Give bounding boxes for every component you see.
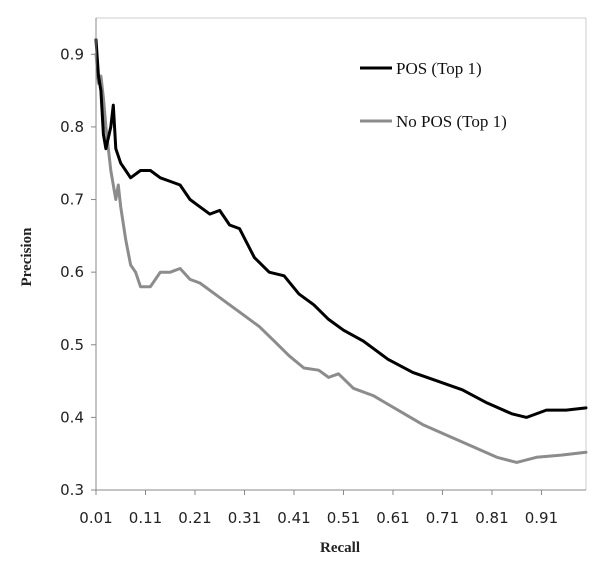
y-axis: 0.3 0.4 0.5 0.6 0.7 0.8 0.9 xyxy=(60,18,97,499)
y-tick-label: 0.7 xyxy=(60,191,84,209)
y-tick-label: 0.8 xyxy=(60,118,84,136)
x-tick-label: 0.61 xyxy=(376,509,409,527)
legend-label-pos-top-1: POS (Top 1) xyxy=(396,59,482,78)
x-tick-label: 0.01 xyxy=(79,509,112,527)
y-tick-label: 0.3 xyxy=(60,481,84,499)
y-tick-label: 0.5 xyxy=(60,336,84,354)
x-tick-label: 0.41 xyxy=(277,509,310,527)
x-tick-label: 0.11 xyxy=(129,509,162,527)
x-tick-label: 0.91 xyxy=(525,509,558,527)
x-axis-title: Recall xyxy=(320,540,360,556)
y-tick-label: 0.4 xyxy=(60,408,84,426)
y-tick-label: 0.9 xyxy=(60,45,84,63)
x-tick-label: 0.51 xyxy=(327,509,360,527)
plot-frame xyxy=(96,17,587,490)
legend-label-no-pos-top-1: No POS (Top 1) xyxy=(396,112,507,131)
y-axis-title: Precision xyxy=(19,227,35,287)
x-tick-label: 0.21 xyxy=(178,509,211,527)
x-tick-label: 0.31 xyxy=(228,509,261,527)
series-layer xyxy=(94,38,588,464)
y-tick-label: 0.6 xyxy=(60,263,84,281)
series-line-pos-top-1 xyxy=(94,38,588,419)
series-line-no-pos-top-1 xyxy=(94,52,588,464)
legend: POS (Top 1) No POS (Top 1) xyxy=(360,59,507,131)
x-axis: 0.01 0.11 0.21 0.31 0.41 0.51 0.61 0.71 0.81 0.91 xyxy=(79,489,586,527)
x-tick-label: 0.81 xyxy=(475,509,508,527)
x-tick-label: 0.71 xyxy=(426,509,459,527)
